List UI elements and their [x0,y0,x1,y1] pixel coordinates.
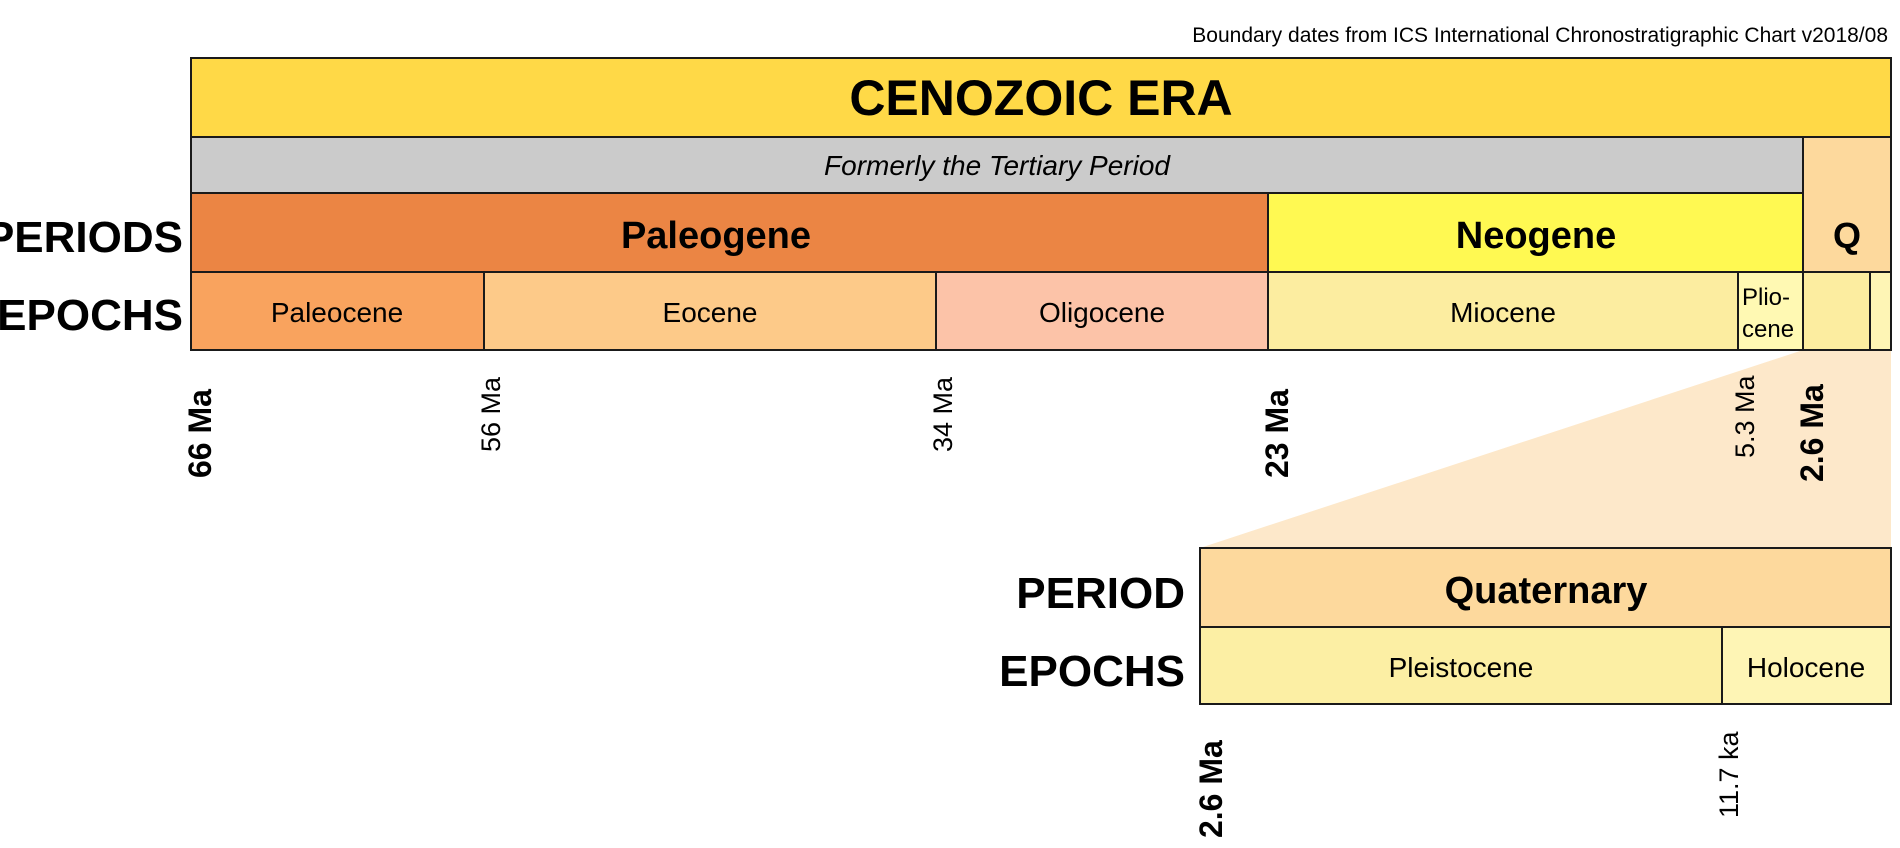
boundary-34: 34 Ma [928,376,958,452]
epochs-row-label-lower: EPOCHS [999,647,1185,696]
period-paleogene [190,192,1269,273]
epoch-oligocene [935,271,1269,351]
epochs-row-label: EPOCHS [0,291,183,340]
era-label: CENOZOIC ERA [849,70,1232,126]
epoch-oligocene-label: Oligocene [1039,297,1165,328]
zoom-wedge [1200,350,1891,548]
periods-row-label: PERIODS [0,213,183,262]
epoch-pleistocene-label: Pleistocene [1389,652,1534,683]
epoch-pliocene-label-1: Plio- [1742,284,1790,311]
boundary-lower-2-6: 2.6 Ma [1193,740,1229,838]
period-row-label-lower: PERIOD [1016,569,1185,618]
epoch-paleocene-label: Paleocene [271,297,403,328]
epoch-pleistocene [1199,626,1723,705]
boundary-23: 23 Ma [1259,389,1295,478]
tertiary-box [190,136,1804,194]
epoch-pleistocene-short [1802,271,1871,351]
boundary-11-7ka: 11.7 ka [1714,730,1744,818]
epoch-eocene [483,271,937,351]
period-neogene-label: Neogene [1456,215,1616,257]
period-paleogene-label: Paleogene [621,215,811,257]
era-box [190,57,1892,138]
boundary-5-3: 5.3 Ma [1730,374,1760,458]
boundary-56: 56 Ma [476,376,506,452]
boundary-66: 66 Ma [182,389,218,478]
epoch-holocene [1721,626,1892,705]
epoch-pliocene [1737,271,1804,351]
epoch-pliocene-label-2: cene [1742,316,1794,343]
boundary-2-6: 2.6 Ma [1794,384,1830,482]
epoch-holocene-short [1869,271,1892,351]
epoch-miocene-label: Miocene [1450,297,1556,328]
period-q-label: Q [1833,215,1861,256]
period-quaternary [1199,547,1892,628]
source-note: Boundary dates from ICS International Ch… [1192,24,1888,47]
epoch-paleocene [190,271,485,351]
epoch-holocene-label: Holocene [1747,652,1865,683]
period-quaternary-label: Quaternary [1445,570,1648,612]
tertiary-label: Formerly the Tertiary Period [824,150,1171,181]
period-neogene [1267,192,1804,273]
epoch-miocene [1267,271,1739,351]
epoch-eocene-label: Eocene [663,297,758,328]
